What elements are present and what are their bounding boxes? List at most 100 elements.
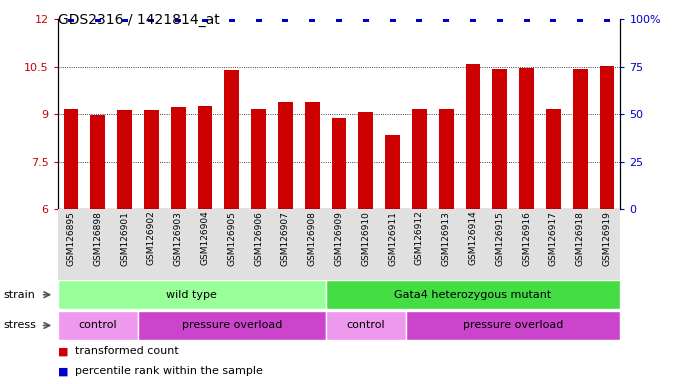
Bar — [433, 209, 460, 280]
Bar — [64, 109, 79, 209]
Text: ■: ■ — [58, 366, 68, 376]
Text: GSM126895: GSM126895 — [66, 211, 75, 266]
Bar — [325, 311, 406, 340]
Point — [253, 16, 264, 22]
Bar — [224, 70, 239, 209]
Bar — [218, 209, 245, 280]
Point — [575, 16, 586, 22]
Bar — [278, 102, 293, 209]
Point — [66, 16, 77, 22]
Bar — [58, 311, 138, 340]
Point — [146, 16, 157, 22]
Bar — [406, 311, 620, 340]
Bar — [406, 209, 433, 280]
Bar — [111, 209, 138, 280]
Bar — [171, 107, 186, 209]
Bar — [573, 69, 588, 209]
Point — [361, 16, 372, 22]
Bar — [332, 118, 346, 209]
Text: control: control — [346, 320, 385, 331]
Bar — [519, 68, 534, 209]
Point — [119, 16, 130, 22]
Point — [468, 16, 479, 22]
Bar — [486, 209, 513, 280]
Bar — [492, 69, 507, 209]
Bar — [466, 64, 480, 209]
Bar — [513, 209, 540, 280]
Bar — [138, 311, 325, 340]
Point — [306, 16, 317, 22]
Point — [199, 16, 210, 22]
Text: GSM126915: GSM126915 — [496, 211, 504, 266]
Point — [414, 16, 425, 22]
Text: GSM126919: GSM126919 — [603, 211, 612, 266]
Text: strain: strain — [3, 290, 35, 300]
Bar — [138, 209, 165, 280]
Text: percentile rank within the sample: percentile rank within the sample — [75, 366, 262, 376]
Text: pressure overload: pressure overload — [463, 320, 563, 331]
Text: GSM126918: GSM126918 — [576, 211, 584, 266]
Bar — [593, 209, 620, 280]
Bar — [58, 209, 85, 280]
Bar — [439, 109, 454, 209]
Bar — [144, 110, 159, 209]
Text: wild type: wild type — [166, 290, 217, 300]
Bar — [198, 106, 212, 209]
Point — [441, 16, 452, 22]
Bar — [252, 109, 266, 209]
Point — [280, 16, 291, 22]
Point — [173, 16, 184, 22]
Bar — [90, 115, 105, 209]
Text: transformed count: transformed count — [75, 346, 178, 356]
Text: GSM126905: GSM126905 — [227, 211, 237, 266]
Text: GSM126904: GSM126904 — [201, 211, 210, 265]
Text: GSM126908: GSM126908 — [308, 211, 317, 266]
Bar — [299, 209, 325, 280]
Text: GDS2316 / 1421814_at: GDS2316 / 1421814_at — [58, 13, 220, 27]
Point — [387, 16, 398, 22]
Text: Gata4 heterozygous mutant: Gata4 heterozygous mutant — [395, 290, 552, 300]
Text: control: control — [79, 320, 117, 331]
Point — [601, 16, 612, 22]
Text: GSM126910: GSM126910 — [361, 211, 370, 266]
Text: GSM126901: GSM126901 — [120, 211, 129, 266]
Text: GSM126906: GSM126906 — [254, 211, 263, 266]
Text: GSM126914: GSM126914 — [468, 211, 477, 265]
Text: GSM126903: GSM126903 — [174, 211, 182, 266]
Text: stress: stress — [3, 320, 36, 331]
Text: GSM126911: GSM126911 — [388, 211, 397, 266]
Point — [226, 16, 237, 22]
Text: ■: ■ — [58, 346, 68, 356]
Bar — [379, 209, 406, 280]
Bar — [192, 209, 218, 280]
Text: GSM126916: GSM126916 — [522, 211, 531, 266]
Bar — [245, 209, 272, 280]
Bar — [359, 112, 373, 209]
Bar — [599, 66, 614, 209]
Point — [334, 16, 344, 22]
Bar — [58, 280, 325, 309]
Point — [92, 16, 103, 22]
Bar — [385, 135, 400, 209]
Point — [494, 16, 505, 22]
Text: GSM126907: GSM126907 — [281, 211, 290, 266]
Text: pressure overload: pressure overload — [182, 320, 282, 331]
Text: GSM126898: GSM126898 — [94, 211, 102, 266]
Bar — [546, 109, 561, 209]
Text: GSM126912: GSM126912 — [415, 211, 424, 265]
Bar — [58, 209, 620, 280]
Point — [548, 16, 559, 22]
Bar — [460, 209, 486, 280]
Text: GSM126909: GSM126909 — [334, 211, 344, 266]
Bar — [272, 209, 299, 280]
Bar — [325, 280, 620, 309]
Bar — [85, 209, 111, 280]
Text: GSM126917: GSM126917 — [549, 211, 558, 266]
Bar — [353, 209, 379, 280]
Bar — [412, 109, 426, 209]
Point — [521, 16, 532, 22]
Bar — [117, 110, 132, 209]
Bar — [567, 209, 593, 280]
Bar — [540, 209, 567, 280]
Text: GSM126913: GSM126913 — [441, 211, 451, 266]
